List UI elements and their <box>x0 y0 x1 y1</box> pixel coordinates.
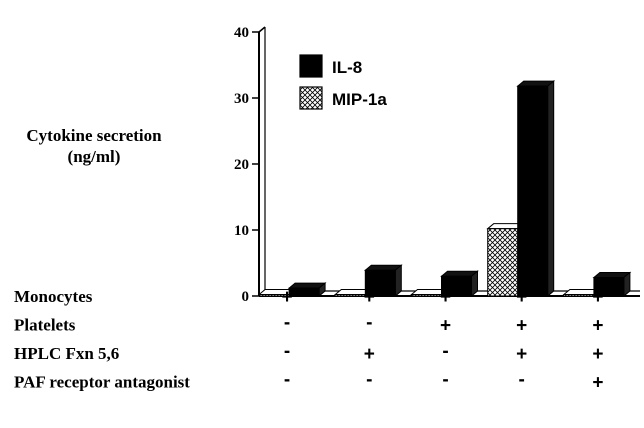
legend: IL-8 MIP-1a <box>299 54 387 110</box>
condition-mark-r4-c3: - <box>442 370 448 391</box>
condition-label-4: PAF receptor antagonist <box>14 373 190 392</box>
bar-side-face <box>547 80 555 298</box>
condition-mark-r1-c3: + <box>440 287 451 308</box>
bar-il-8-2 <box>363 264 403 298</box>
bar-il-8-4 <box>516 80 556 298</box>
bar-front-face <box>411 294 442 297</box>
bar-front-face <box>487 228 519 297</box>
condition-mark-r2-c3: + <box>440 316 451 337</box>
y-tick-label: 0 <box>242 289 250 305</box>
condition-mark-r2-c5: + <box>592 316 603 337</box>
bar-front-face <box>334 294 366 297</box>
bar-front-face <box>441 275 472 297</box>
legend-swatch-il-8 <box>299 54 323 78</box>
condition-mark-r2-c2: - <box>366 313 372 334</box>
bar-il-8-5 <box>592 271 632 298</box>
condition-table: Monocytes + + + + + Platelets - - + + + HPLC Fxn 5,6… <box>14 287 603 394</box>
bar-il-8-1 <box>287 282 327 298</box>
condition-label-3: HPLC Fxn 5,6 <box>14 344 119 363</box>
bar-side-face <box>471 270 478 298</box>
bar-side-face <box>394 264 402 298</box>
condition-mark-r3-c2: + <box>364 344 375 365</box>
condition-mark-r3-c4: + <box>516 344 527 365</box>
y-axis-label-line-2: (ng/ml) <box>68 147 121 166</box>
bar-front-face <box>593 277 625 297</box>
condition-mark-r1-c2: + <box>364 287 375 308</box>
legend-label-il-8: IL-8 <box>332 58 362 77</box>
condition-mark-r1-c4: + <box>516 287 527 308</box>
condition-mark-r3-c5: + <box>592 344 603 365</box>
condition-mark-r4-c4: - <box>519 370 525 391</box>
condition-mark-r1-c1: + <box>282 287 293 308</box>
y-tick-label: 10 <box>234 223 249 239</box>
y-axis-depth-top <box>258 26 266 33</box>
bar-front-face <box>364 269 396 297</box>
condition-mark-r4-c5: + <box>592 373 603 394</box>
bar-front-face <box>563 294 595 297</box>
bar-mip-1a-5 <box>562 288 602 298</box>
bar-il-8-3 <box>440 270 479 298</box>
legend-swatch-mip-1a <box>299 86 323 110</box>
bar-front-face <box>517 85 549 297</box>
condition-label-2: Platelets <box>14 316 76 335</box>
condition-mark-r2-c1: - <box>284 313 290 334</box>
bar-front-face <box>288 287 320 297</box>
condition-mark-r4-c2: - <box>366 370 372 391</box>
bars <box>257 80 632 298</box>
condition-mark-r2-c4: + <box>516 316 527 337</box>
legend-label-mip-1a: MIP-1a <box>332 90 387 109</box>
condition-mark-r3-c1: - <box>284 341 290 362</box>
y-tick-label: 30 <box>234 91 249 107</box>
condition-mark-r4-c1: - <box>284 370 290 391</box>
y-tick-label: 20 <box>234 157 249 173</box>
condition-mark-r1-c5: + <box>592 287 603 308</box>
condition-mark-r3-c3: - <box>442 341 448 362</box>
y-axis: 0 10 20 30 40 <box>234 25 640 305</box>
condition-label-1: Monocytes <box>14 287 93 306</box>
y-axis-label-line-1: Cytokine secretion <box>26 126 162 145</box>
y-tick-label: 40 <box>234 25 249 41</box>
